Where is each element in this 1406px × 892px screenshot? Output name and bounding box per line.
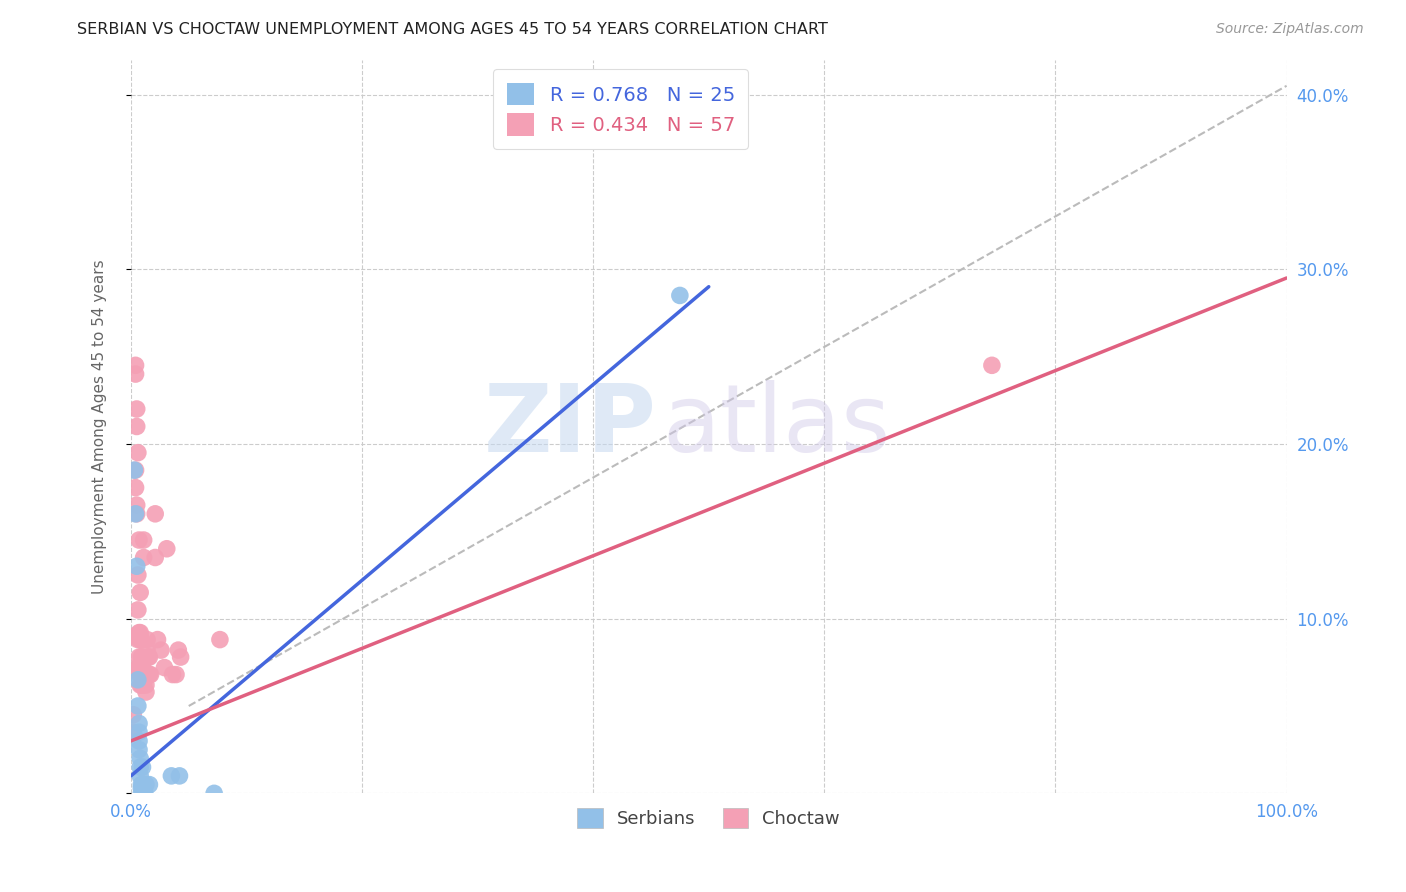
Point xyxy=(132,533,155,547)
Point xyxy=(125,559,148,574)
Point xyxy=(124,507,146,521)
Point xyxy=(125,419,148,434)
Point xyxy=(122,725,145,739)
Point xyxy=(131,632,153,647)
Point xyxy=(135,667,157,681)
Point xyxy=(169,650,191,665)
Point xyxy=(165,667,187,681)
Point xyxy=(131,760,153,774)
Point xyxy=(138,778,160,792)
Point xyxy=(129,585,152,599)
Point xyxy=(160,769,183,783)
Point xyxy=(129,769,152,783)
Point xyxy=(131,650,153,665)
Point xyxy=(124,664,146,678)
Point xyxy=(131,667,153,681)
Point xyxy=(127,445,149,459)
Point xyxy=(124,481,146,495)
Point xyxy=(128,734,150,748)
Point xyxy=(146,632,169,647)
Point xyxy=(129,678,152,692)
Point xyxy=(125,402,148,417)
Point xyxy=(124,463,146,477)
Point xyxy=(132,678,155,692)
Point xyxy=(156,541,179,556)
Point xyxy=(127,673,149,687)
Point xyxy=(131,778,153,792)
Point xyxy=(208,632,231,647)
Point xyxy=(131,786,153,800)
Point xyxy=(124,359,146,373)
Point xyxy=(131,781,153,796)
Point xyxy=(124,463,146,477)
Point xyxy=(134,786,156,800)
Point xyxy=(135,678,157,692)
Point xyxy=(669,288,692,302)
Point xyxy=(136,632,159,647)
Point xyxy=(127,698,149,713)
Point xyxy=(162,667,184,681)
Point xyxy=(135,778,157,792)
Point xyxy=(153,660,176,674)
Text: Source: ZipAtlas.com: Source: ZipAtlas.com xyxy=(1216,22,1364,37)
Point xyxy=(167,643,190,657)
Point xyxy=(128,725,150,739)
Point xyxy=(132,786,155,800)
Point xyxy=(129,632,152,647)
Point xyxy=(131,660,153,674)
Legend: Serbians, Choctaw: Serbians, Choctaw xyxy=(571,800,848,836)
Point xyxy=(129,625,152,640)
Point xyxy=(122,707,145,722)
Point xyxy=(135,685,157,699)
Point xyxy=(138,650,160,665)
Point xyxy=(127,568,149,582)
Point xyxy=(143,507,166,521)
Point xyxy=(124,367,146,381)
Point xyxy=(132,550,155,565)
Y-axis label: Unemployment Among Ages 45 to 54 years: Unemployment Among Ages 45 to 54 years xyxy=(93,260,107,594)
Point xyxy=(139,667,162,681)
Point xyxy=(125,498,148,512)
Point xyxy=(124,629,146,643)
Point xyxy=(129,751,152,765)
Point xyxy=(128,533,150,547)
Point xyxy=(131,660,153,674)
Point xyxy=(143,550,166,565)
Point xyxy=(131,650,153,665)
Point xyxy=(136,643,159,657)
Point xyxy=(132,667,155,681)
Point xyxy=(128,650,150,665)
Text: atlas: atlas xyxy=(662,381,891,473)
Point xyxy=(138,667,160,681)
Point xyxy=(150,643,173,657)
Point xyxy=(980,359,1002,373)
Point xyxy=(202,786,225,800)
Point xyxy=(129,760,152,774)
Point xyxy=(127,632,149,647)
Point xyxy=(131,778,153,792)
Point xyxy=(136,650,159,665)
Text: ZIP: ZIP xyxy=(484,381,657,473)
Point xyxy=(127,660,149,674)
Point xyxy=(128,716,150,731)
Text: SERBIAN VS CHOCTAW UNEMPLOYMENT AMONG AGES 45 TO 54 YEARS CORRELATION CHART: SERBIAN VS CHOCTAW UNEMPLOYMENT AMONG AG… xyxy=(77,22,828,37)
Point xyxy=(125,507,148,521)
Point xyxy=(127,603,149,617)
Point xyxy=(131,678,153,692)
Point xyxy=(129,667,152,681)
Point xyxy=(128,625,150,640)
Point xyxy=(128,742,150,756)
Point xyxy=(169,769,191,783)
